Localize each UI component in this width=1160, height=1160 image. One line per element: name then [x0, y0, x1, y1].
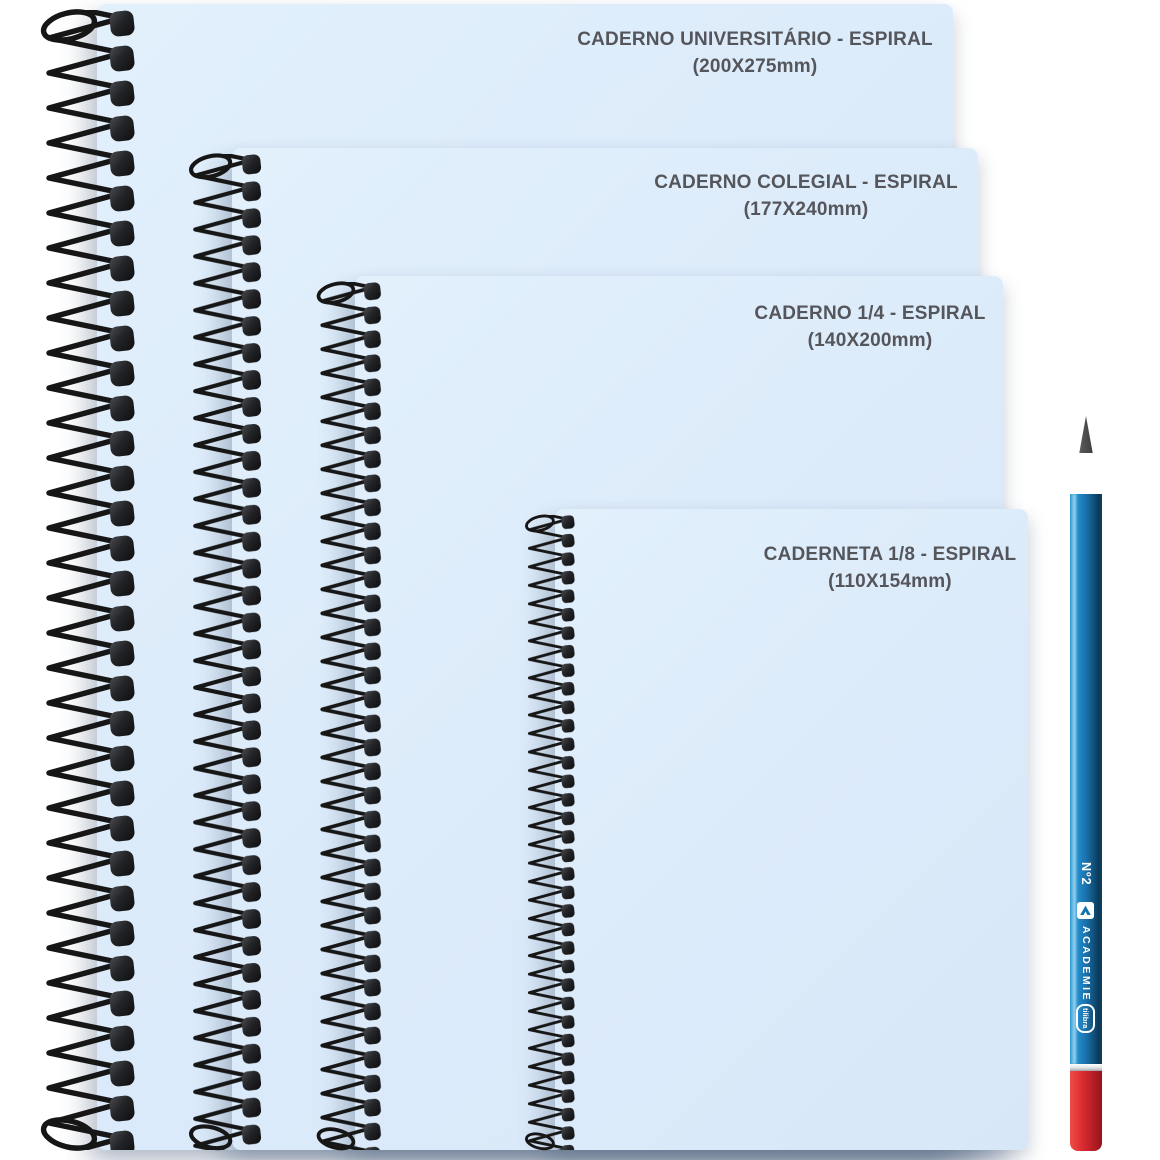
notebook-label: CADERNO 1/4 - ESPIRAL (140X200mm) — [570, 300, 1160, 354]
spiral-binding — [186, 153, 263, 1151]
notebook-label: CADERNO UNIVERSITÁRIO - ESPIRAL (200X275… — [455, 26, 1055, 80]
pencil-graphite-tip — [1079, 416, 1093, 453]
notebook-cover — [355, 276, 1003, 1150]
tilibra-maker-text: tilibra — [1081, 1008, 1090, 1029]
notebook-title: CADERNO UNIVERSITÁRIO - ESPIRAL — [577, 29, 933, 50]
spiral-binding — [37, 9, 137, 1151]
notebook-cover — [232, 148, 978, 1150]
notebook-title: CADERNO 1/4 - ESPIRAL — [754, 303, 986, 324]
tilibra-badge: tilibra — [1076, 1004, 1095, 1033]
notebook-title: CADERNO COLEGIAL - ESPIRAL — [654, 172, 958, 193]
notebook-dimensions: (177X240mm) — [743, 199, 869, 220]
pencil-brand-text: ACADEMIE — [1080, 926, 1092, 1003]
notebook-title: CADERNETA 1/8 - ESPIRAL — [763, 544, 1017, 565]
spiral-binding — [523, 514, 576, 1151]
pencil-grade-text: Nº2 — [1079, 862, 1093, 886]
notebook-label: CADERNO COLEGIAL - ESPIRAL (177X240mm) — [506, 169, 1106, 223]
notebook-dimensions: (200X275mm) — [692, 56, 818, 77]
pencil-body — [1070, 494, 1102, 1064]
pencil-ferrule — [1070, 1064, 1102, 1071]
notebook-dimensions: (140X200mm) — [807, 330, 933, 351]
pencil: Nº2 ACADEMIE tilibra — [1070, 416, 1102, 1152]
notebook-cover — [97, 4, 953, 1150]
spiral-binding — [314, 281, 383, 1151]
academie-logo-icon — [1077, 902, 1094, 919]
notebook-cover — [555, 509, 1028, 1150]
pencil-red-end — [1070, 1071, 1102, 1151]
